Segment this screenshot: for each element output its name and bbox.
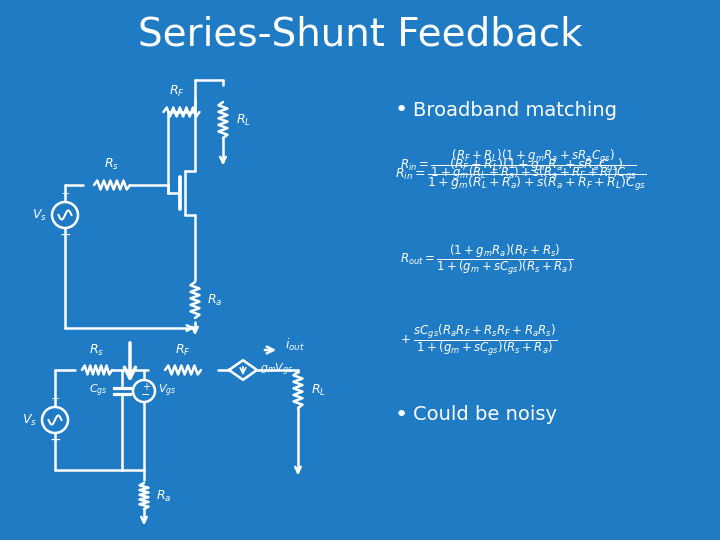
Text: +: + bbox=[142, 382, 150, 392]
Text: $R_{in} = \dfrac{(R_F+R_L)(1+g_mR_a+sR_aC_{gs})}{1+g_m(R_L+R_a)+s(R_a+R_F+R_L)C_: $R_{in} = \dfrac{(R_F+R_L)(1+g_mR_a+sR_a… bbox=[400, 147, 637, 183]
Circle shape bbox=[52, 202, 78, 228]
Text: −: − bbox=[59, 228, 71, 242]
Text: $R_F$: $R_F$ bbox=[168, 84, 184, 99]
Text: $R_s$: $R_s$ bbox=[104, 157, 120, 172]
Text: $R_{in} = \dfrac{(R_F+R_L)(1+g_mR_a+sR_aC_{gs})}{1+g_m(R_L+R_a)+s(R_a+R_F+R_L)C_: $R_{in} = \dfrac{(R_F+R_L)(1+g_mR_a+sR_a… bbox=[395, 157, 647, 193]
Text: $i_{out}$: $i_{out}$ bbox=[285, 337, 305, 353]
Text: $V_s$: $V_s$ bbox=[22, 413, 37, 428]
Text: Could be noisy: Could be noisy bbox=[413, 406, 557, 424]
Text: $R_a$: $R_a$ bbox=[156, 489, 171, 503]
Text: Broadband matching: Broadband matching bbox=[413, 100, 617, 119]
Text: $R_{out} = \dfrac{(1+g_mR_a)(R_F+R_s)}{1+(g_m+sC_{gs})(R_s+R_a)}$: $R_{out} = \dfrac{(1+g_mR_a)(R_F+R_s)}{1… bbox=[400, 242, 574, 278]
Text: $R_a$: $R_a$ bbox=[207, 293, 222, 308]
Text: $C_{gs}$: $C_{gs}$ bbox=[89, 383, 108, 399]
Text: $R_s$: $R_s$ bbox=[89, 343, 104, 358]
Text: •: • bbox=[395, 100, 408, 120]
Text: $+\ \dfrac{sC_{gs}(R_aR_F+R_sR_F+R_aR_s)}{1+(g_m+sC_{gs})(R_s+R_a)}$: $+\ \dfrac{sC_{gs}(R_aR_F+R_sR_F+R_aR_s)… bbox=[400, 322, 557, 358]
Circle shape bbox=[42, 407, 68, 433]
Text: Series-Shunt Feedback: Series-Shunt Feedback bbox=[138, 16, 582, 54]
Polygon shape bbox=[229, 360, 257, 380]
Text: +: + bbox=[50, 394, 60, 404]
Text: −: − bbox=[49, 433, 60, 447]
Text: $V_{gs}$: $V_{gs}$ bbox=[158, 383, 176, 399]
Circle shape bbox=[133, 380, 155, 402]
Text: $V_s$: $V_s$ bbox=[32, 207, 47, 222]
Text: −: − bbox=[141, 390, 150, 400]
Text: •: • bbox=[395, 405, 408, 425]
Text: $g_mV_{gs}$: $g_mV_{gs}$ bbox=[260, 362, 293, 378]
Text: $R_L$: $R_L$ bbox=[236, 112, 251, 127]
Text: $R_L$: $R_L$ bbox=[311, 382, 326, 397]
Text: +: + bbox=[60, 189, 70, 199]
Text: $R_F$: $R_F$ bbox=[175, 343, 191, 358]
